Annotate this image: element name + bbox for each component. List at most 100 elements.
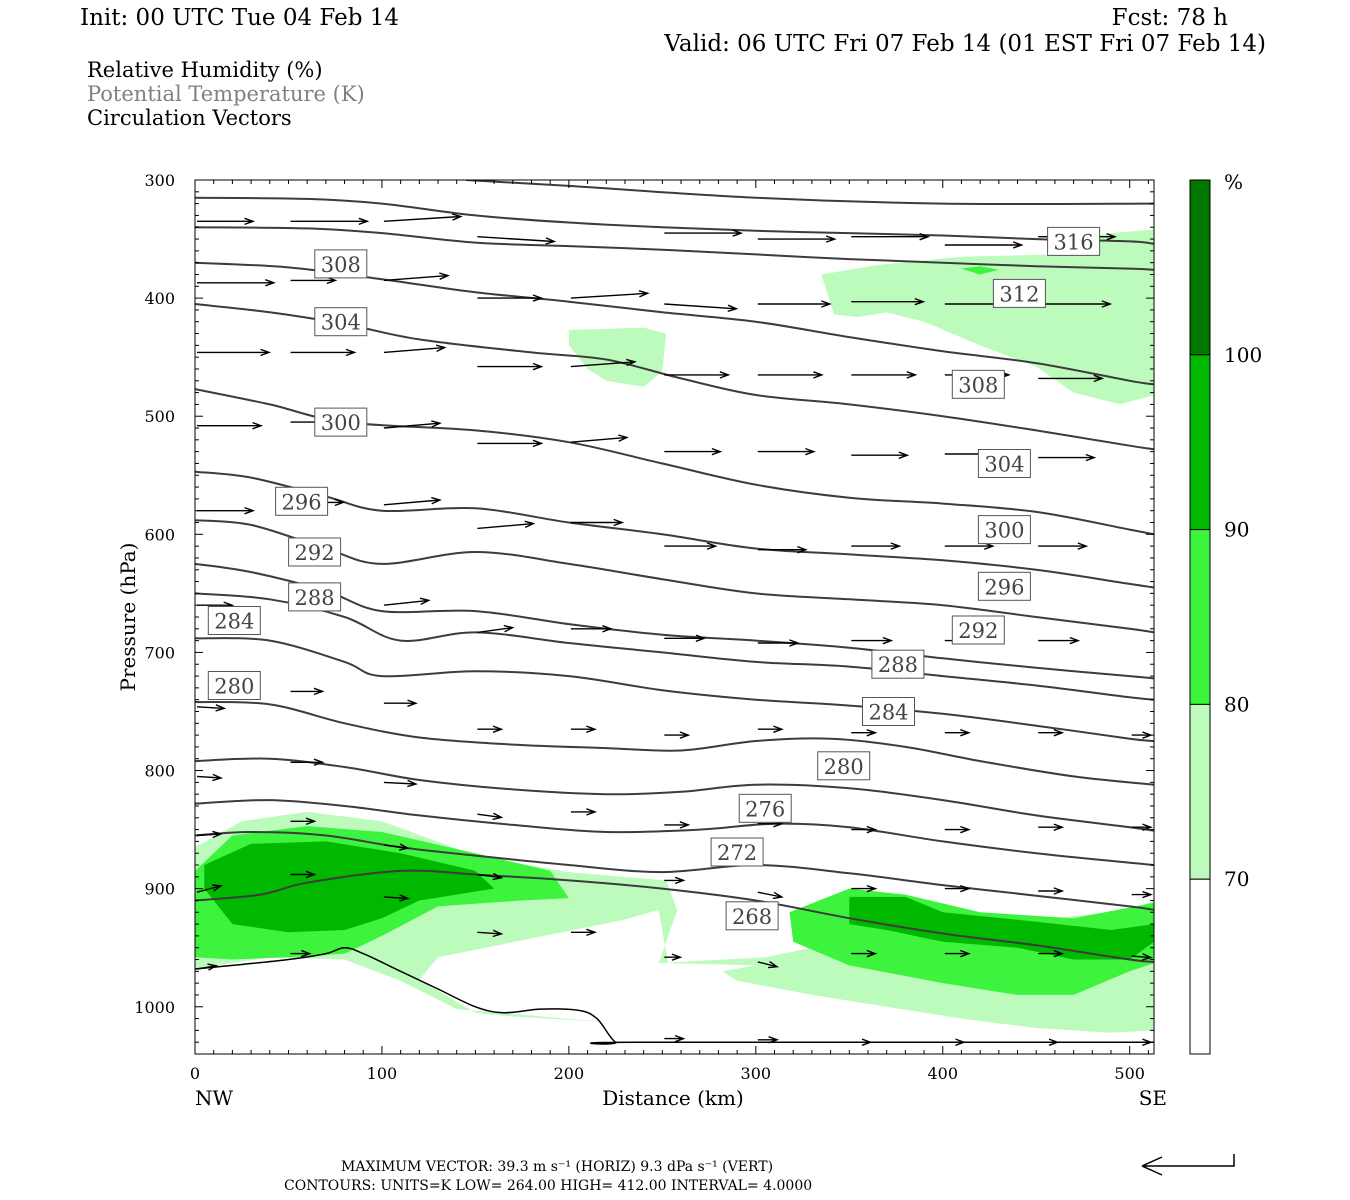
vector-arrow (944, 949, 971, 958)
contour-label-box (992, 278, 1046, 308)
vector-arrow (757, 1036, 780, 1044)
vector-arrow (944, 825, 971, 834)
colorbar-level-80: 80 (1224, 692, 1249, 716)
theta-contour-276 (195, 799, 1154, 866)
colorbar-segment (1189, 354, 1211, 531)
contour-label-text: 300 (984, 519, 1024, 543)
vector-arrow (944, 884, 971, 893)
contour-label-text: 280 (824, 755, 864, 779)
vector-arrow (851, 825, 878, 834)
y-tick-label: 400 (144, 289, 175, 308)
vector-arrow (383, 894, 410, 902)
y-tick-label: 700 (144, 643, 175, 662)
colorbar-segment (1189, 179, 1211, 356)
vector-arrow (757, 891, 784, 900)
vector-arrow (1038, 300, 1113, 308)
contour-label-box (862, 697, 915, 726)
vector-arrow (477, 520, 536, 530)
rh-area-70 (821, 229, 1154, 405)
vector-arrow (197, 421, 264, 430)
legend-rh: Relative Humidity (%) (87, 58, 323, 82)
valid-time: Valid: 06 UTC Fri 07 Feb 14 (01 EST Fri … (663, 31, 1266, 57)
vector-arrow (664, 371, 731, 379)
vector-arrow (383, 496, 442, 506)
vector-arrow (664, 447, 723, 456)
rh-area-90 (204, 841, 495, 933)
vector-arrow (196, 704, 227, 712)
theta-contour-320 (195, 226, 1154, 271)
vector-arrow (1131, 1038, 1153, 1046)
contour-label-text: 276 (745, 797, 785, 821)
vector-arrow (477, 624, 515, 634)
vector-arrow (664, 876, 686, 885)
vector-arrow (290, 348, 357, 357)
vector-arrow (851, 636, 894, 645)
vector-arrow (944, 241, 1024, 249)
vector-arrow (757, 235, 837, 243)
vector-arrow (477, 439, 544, 448)
axes: 300 400 500 600 700 800 900 1000 0 100 200 300 400 50… (134, 171, 1154, 1083)
x-tick-label: 400 (927, 1064, 958, 1083)
vector-arrow (757, 545, 808, 554)
theta-contour-316 (195, 261, 1154, 386)
contour-label-268: 268 (725, 901, 779, 931)
contour-label-text: 300 (321, 411, 361, 435)
contour-label-292: 292 (951, 615, 1005, 645)
vector-arrow (477, 294, 544, 302)
contour-label-300: 300 (314, 407, 368, 437)
vector-arrow (196, 830, 224, 839)
terrain-outline (195, 946, 1154, 1045)
contour-label-box (207, 606, 261, 635)
theta-contour-268 (195, 869, 1154, 963)
vector-arrow (477, 362, 544, 371)
vector-arrow (290, 217, 370, 226)
contours-note: CONTOURS: UNITS=K LOW= 264.00 HIGH= 412.… (284, 1178, 812, 1194)
contour-label-300: 300 (977, 515, 1031, 545)
contour-label-308: 308 (951, 369, 1005, 399)
contour-label-text: 296 (984, 575, 1024, 599)
contour-label-296: 296 (275, 486, 329, 516)
contour-label-288: 288 (288, 582, 342, 612)
vector-arrow (1038, 542, 1089, 550)
vector-arrow (196, 773, 224, 782)
contour-label-316: 316 (1047, 226, 1101, 256)
contour-label-text: 292 (295, 541, 335, 565)
vector-arrow (664, 731, 691, 739)
vector-arrow (383, 597, 431, 606)
contour-label-292: 292 (288, 537, 342, 567)
theta-contour-284 (195, 701, 1154, 786)
contour-label-280: 280 (207, 671, 261, 700)
vector-arrow (851, 884, 878, 893)
contour-label-text: 312 (999, 282, 1039, 306)
vector-arrow (851, 1038, 873, 1046)
colorbar-segment (1189, 703, 1211, 880)
theta-contour-272 (195, 830, 1154, 911)
theta-contour-304 (195, 470, 1154, 589)
vector-arrow (1131, 953, 1153, 961)
contour-label-box (951, 369, 1005, 399)
vector-arrow (383, 699, 418, 707)
colorbar-level-90: 90 (1224, 518, 1249, 542)
vector-arrow (1131, 823, 1153, 831)
contour-label-312: 312 (992, 278, 1046, 308)
contour-label-text: 316 (1054, 230, 1094, 254)
contour-label-276: 276 (738, 793, 792, 823)
vector-arrow (196, 884, 223, 893)
colorbar: 100 90 80 70 (1189, 179, 1262, 1055)
contour-label-box (710, 837, 764, 867)
vector-arrow (1038, 949, 1065, 958)
vector-arrow (1038, 1038, 1060, 1046)
contour-label-box (314, 307, 368, 337)
contour-label-304: 304 (977, 449, 1031, 478)
vector-arrow (197, 217, 256, 226)
x-end-right: SE (1139, 1086, 1167, 1110)
vector-arrow (757, 961, 779, 969)
vector-arrow (290, 758, 325, 767)
vector-arrow (383, 420, 442, 429)
theta-contours (195, 180, 1154, 1045)
vector-arrow (383, 779, 418, 788)
vector-arrow (851, 542, 902, 550)
contour-label-box (288, 537, 342, 567)
y-tick-label: 800 (144, 762, 175, 781)
contour-label-box (817, 751, 871, 781)
